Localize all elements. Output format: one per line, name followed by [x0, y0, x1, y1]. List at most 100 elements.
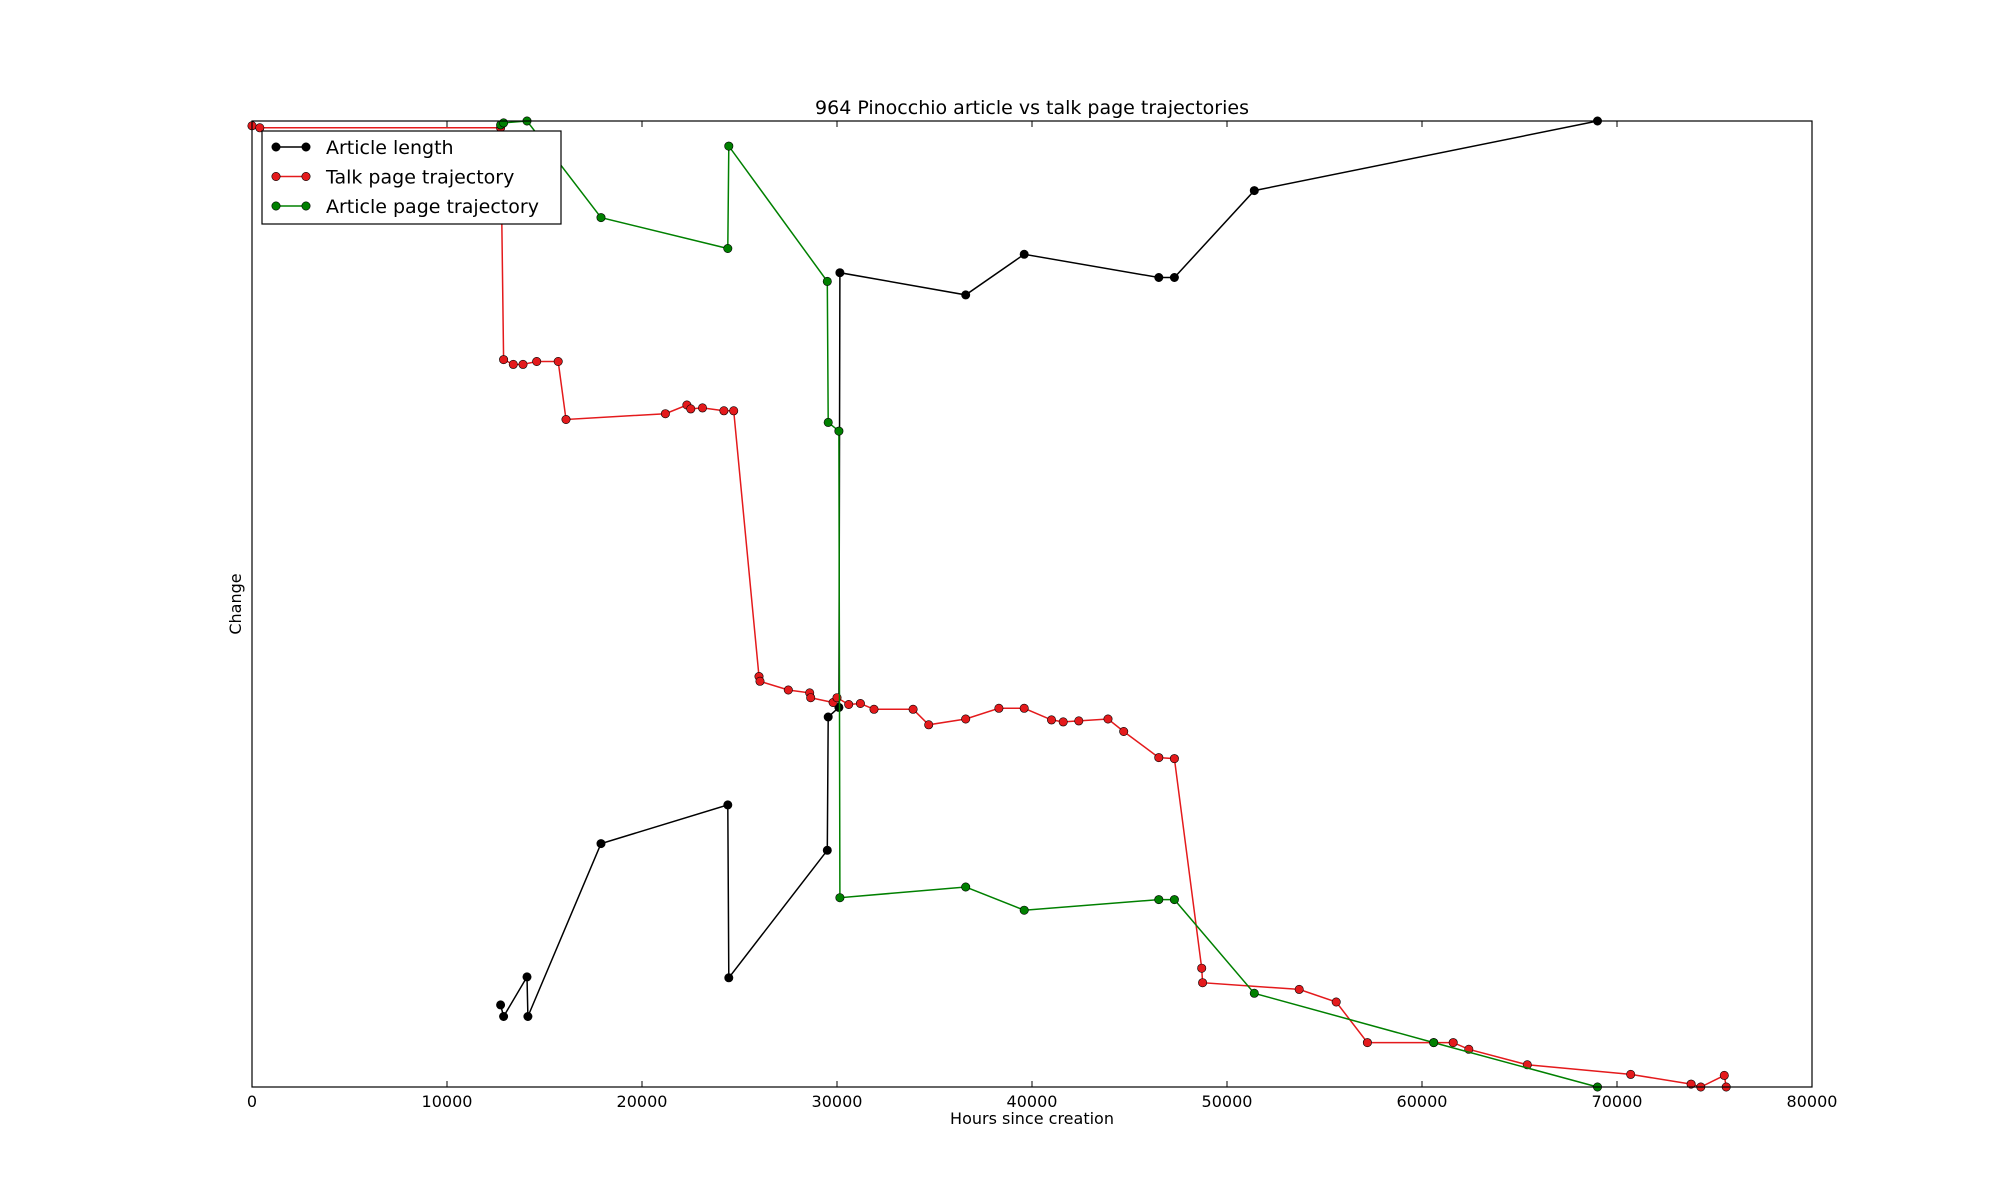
data-point — [1103, 714, 1113, 724]
data-point — [499, 118, 509, 128]
data-point — [719, 406, 729, 416]
data-point — [561, 414, 571, 424]
series-line — [499, 120, 1598, 1019]
legend-entry: Article page trajectory — [271, 196, 539, 218]
data-point — [729, 406, 739, 416]
data-point — [1154, 753, 1164, 763]
legend-marker — [271, 201, 281, 211]
data-point — [834, 426, 844, 436]
x-tick-label: 20000 — [617, 1092, 668, 1111]
data-point — [1019, 249, 1029, 259]
data-point — [1019, 905, 1029, 915]
data-point — [255, 123, 265, 133]
data-point — [724, 973, 734, 983]
legend: Article length Talk page trajectory Articl… — [261, 130, 562, 225]
y-axis-label: Change — [226, 573, 245, 634]
data-point — [1047, 715, 1057, 725]
data-point — [1249, 988, 1259, 998]
legend-marker — [301, 142, 311, 152]
x-tick-label: 80000 — [1787, 1092, 1838, 1111]
data-point — [532, 356, 542, 366]
data-point — [844, 699, 854, 709]
legend-label: Article page trajectory — [326, 196, 539, 218]
data-point — [806, 693, 816, 703]
x-tick-label: 60000 — [1397, 1092, 1448, 1111]
data-point — [1074, 716, 1084, 726]
data-point — [1249, 186, 1259, 196]
x-tick-label: 50000 — [1202, 1092, 1253, 1111]
x-tick-label: 70000 — [1592, 1092, 1643, 1111]
series-1 — [247, 121, 1731, 1092]
series-line — [251, 125, 1727, 1088]
data-point — [1019, 703, 1029, 713]
data-point — [1198, 978, 1208, 988]
legend-marker — [271, 142, 281, 152]
data-point — [835, 268, 845, 278]
data-point — [1058, 717, 1068, 727]
data-point — [1429, 1038, 1439, 1048]
data-point — [1294, 984, 1304, 994]
data-point — [697, 403, 707, 413]
data-point — [823, 417, 833, 427]
data-point — [1686, 1079, 1696, 1089]
series-2 — [496, 116, 1603, 1092]
data-point — [1154, 272, 1164, 282]
x-tick-label: 30000 — [812, 1092, 863, 1111]
data-point — [523, 1011, 533, 1021]
data-point — [855, 698, 865, 708]
series-0 — [496, 116, 1603, 1021]
legend-box — [261, 130, 562, 225]
x-tick-label: 10000 — [422, 1092, 473, 1111]
data-point — [1169, 895, 1179, 905]
data-point — [522, 972, 532, 982]
series-line — [500, 120, 1598, 1088]
data-point — [961, 290, 971, 300]
legend-label: Article length — [326, 137, 454, 159]
data-point — [1169, 754, 1179, 764]
data-point — [723, 800, 733, 810]
data-point — [1626, 1069, 1636, 1079]
data-point — [1119, 726, 1129, 736]
legend-marker — [301, 172, 311, 182]
data-point — [823, 712, 833, 722]
plot-frame — [251, 120, 1813, 1088]
x-tick-label: 0 — [247, 1092, 257, 1111]
legend-entry: Talk page trajectory — [271, 167, 514, 189]
legend-marker — [271, 172, 281, 182]
legend-label: Talk page trajectory — [325, 167, 514, 189]
data-point — [1169, 272, 1179, 282]
data-point — [596, 839, 606, 849]
data-point — [961, 882, 971, 892]
data-point — [1197, 963, 1207, 973]
data-point — [596, 213, 606, 223]
data-point — [499, 355, 509, 365]
data-point — [908, 704, 918, 714]
legend-marker — [301, 201, 311, 211]
data-point — [723, 244, 733, 254]
data-point — [755, 676, 765, 686]
data-point — [1154, 895, 1164, 905]
data-point — [822, 276, 832, 286]
data-point — [783, 685, 793, 695]
data-point — [499, 1011, 509, 1021]
x-ticks: 0 10000 20000 30000 40000 50000 60000 70000 8000… — [247, 121, 1838, 1111]
data-point — [994, 703, 1004, 713]
x-tick-label: 40000 — [1007, 1092, 1058, 1111]
data-point — [835, 893, 845, 903]
data-point — [1362, 1038, 1372, 1048]
data-point — [961, 714, 971, 724]
series-layer — [247, 116, 1731, 1092]
data-point — [660, 409, 670, 419]
data-point — [724, 141, 734, 151]
data-point — [496, 1000, 506, 1010]
data-point — [518, 359, 528, 369]
data-point — [508, 359, 518, 369]
chart-title: 964 Pinocchio article vs talk page traje… — [815, 97, 1249, 119]
data-point — [686, 404, 696, 414]
data-point — [869, 704, 879, 714]
data-point — [1331, 997, 1341, 1007]
legend-entry: Article length — [271, 137, 454, 159]
data-point — [1448, 1038, 1458, 1048]
data-point — [1719, 1070, 1729, 1080]
data-point — [822, 845, 832, 855]
